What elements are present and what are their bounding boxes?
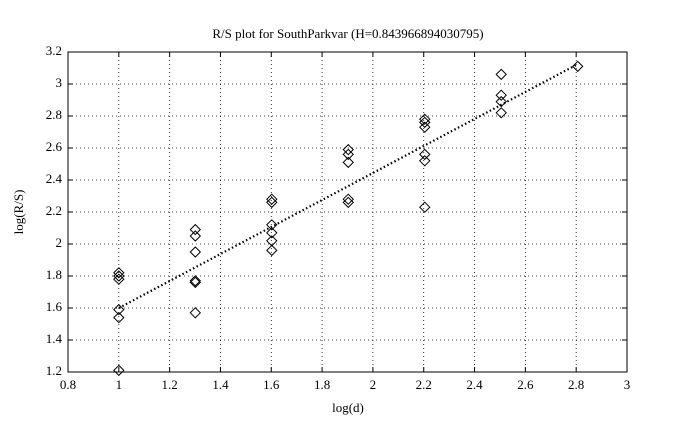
point (266, 219, 278, 231)
x-axis-label: log(d) (332, 400, 364, 415)
y-tick-label: 3 (56, 75, 63, 90)
point (113, 267, 125, 279)
y-axis-label: log(R/S) (11, 190, 26, 235)
point (113, 303, 125, 316)
point (266, 244, 278, 257)
y-tick-label: 2.6 (46, 139, 63, 154)
x-tick-label: 2.6 (517, 377, 534, 392)
point (113, 273, 125, 285)
point (419, 121, 431, 133)
x-tick-label: 2 (370, 377, 377, 392)
y-tick-label: 2.8 (46, 107, 62, 122)
point (189, 276, 202, 289)
point (266, 196, 278, 209)
x-tick-label: 2.2 (416, 377, 432, 392)
y-tick-label: 1.2 (46, 363, 62, 378)
point (419, 116, 431, 129)
y-tick-label: 1.6 (46, 299, 63, 314)
x-tick-label: 1 (116, 377, 123, 392)
x-tick-label: 1.8 (314, 377, 330, 392)
y-tick-label: 2.2 (46, 203, 62, 218)
point (495, 95, 507, 108)
point (342, 148, 354, 161)
x-tick-label: 0.8 (60, 377, 76, 392)
point (419, 201, 431, 213)
point (189, 275, 202, 287)
x-tick-label: 2.4 (466, 377, 483, 392)
point (113, 270, 125, 282)
x-tick-label: 2.8 (568, 377, 584, 392)
point (113, 311, 125, 324)
point (189, 230, 202, 242)
point (266, 227, 278, 239)
chart-title: R/S plot for SouthParkvar (H=0.843966894… (212, 26, 483, 41)
x-tick-label: 1.4 (212, 377, 229, 392)
y-tick-label: 3.2 (46, 43, 62, 58)
point (495, 68, 507, 81)
point (342, 143, 354, 156)
x-tick-label: 1.2 (162, 377, 178, 392)
point (189, 246, 202, 258)
y-tick-label: 2 (56, 235, 63, 250)
point (113, 364, 125, 377)
x-tick-label: 3 (624, 377, 631, 392)
point (495, 89, 507, 101)
point (419, 155, 431, 167)
y-tick-label: 1.4 (46, 331, 63, 346)
y-tick-label: 1.8 (46, 267, 62, 282)
point (189, 307, 202, 319)
point (419, 113, 431, 125)
x-tick-label: 1.6 (263, 377, 280, 392)
point (266, 193, 278, 205)
point (419, 148, 431, 161)
fit-line (118, 63, 579, 309)
y-tick-label: 2.4 (46, 171, 63, 186)
plot-frame (67, 51, 628, 373)
point (342, 193, 354, 205)
point (342, 156, 354, 169)
point (342, 196, 354, 209)
point (495, 107, 507, 119)
point (189, 223, 202, 236)
